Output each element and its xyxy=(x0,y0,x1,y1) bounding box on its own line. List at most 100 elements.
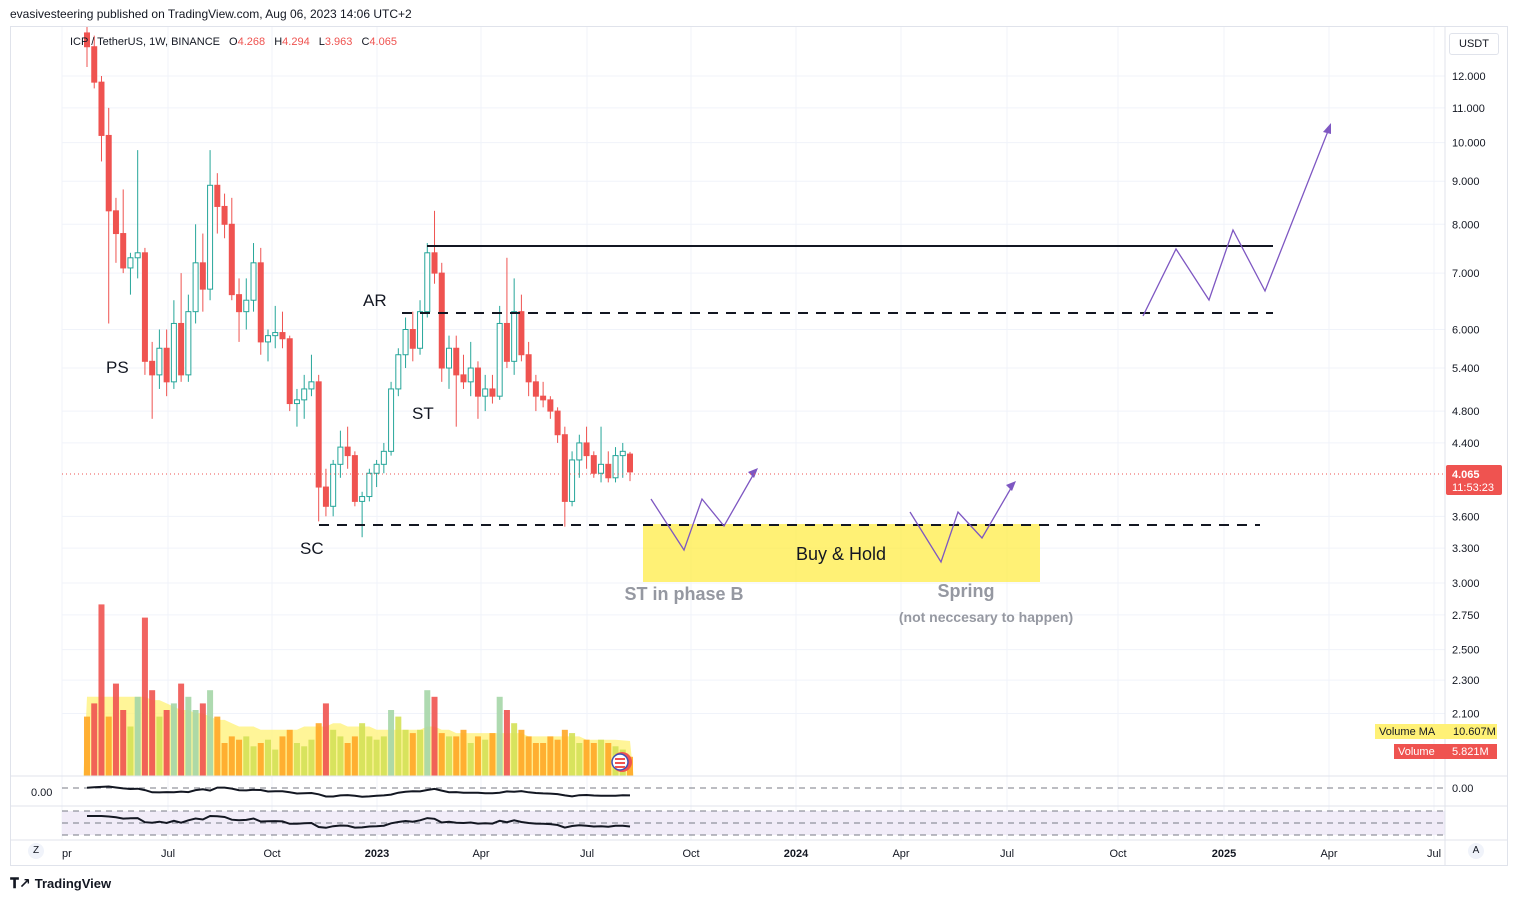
volume-bar xyxy=(417,729,424,776)
candle-body xyxy=(627,453,633,473)
candle-body xyxy=(199,262,206,290)
price-axis[interactable]: 12.000 11.000 10.000 9.000 8.000 7.000 6.000 5.… xyxy=(1452,71,1486,720)
time-tick-label: Apr xyxy=(1320,848,1337,860)
price-tick-label: 4.800 xyxy=(1452,406,1480,418)
candle-body xyxy=(402,329,409,356)
volume-bar xyxy=(402,729,409,776)
candle-body xyxy=(105,134,112,212)
oscillator2-line xyxy=(87,814,631,829)
candle-body xyxy=(511,311,518,362)
price-tick-label: 8.000 xyxy=(1452,219,1480,231)
candle-body xyxy=(308,381,315,390)
volume-bar xyxy=(532,743,539,776)
volume-bar xyxy=(134,696,141,776)
candle-body xyxy=(460,374,467,383)
time-tick-label: Jul xyxy=(1427,848,1441,860)
candle-body xyxy=(359,496,366,502)
volume-ma-fill xyxy=(83,696,634,776)
candle-body xyxy=(438,272,445,369)
projection-path-breakout[interactable] xyxy=(1142,125,1331,317)
tradingview-logo[interactable]: 𝐓↗ TradingView xyxy=(10,875,111,892)
volume-ma-badge: Volume MA 10.607M xyxy=(1375,724,1497,739)
volume-bar xyxy=(540,743,547,776)
volume-bar xyxy=(503,710,510,776)
volume-bar xyxy=(105,716,112,776)
time-tick-label: 2025 xyxy=(1212,848,1236,860)
volume-bar xyxy=(482,739,489,776)
volume-bar xyxy=(265,739,271,776)
volume-bar xyxy=(424,690,431,776)
candle-body xyxy=(257,262,264,343)
us-event-icon[interactable] xyxy=(611,752,632,772)
candle-body xyxy=(156,347,163,376)
volume-bar xyxy=(467,743,474,776)
volume-bar xyxy=(308,739,315,776)
candle-body xyxy=(525,354,532,383)
price-tick-label: 2.300 xyxy=(1452,675,1480,687)
zoom-button[interactable]: Z xyxy=(28,843,44,859)
candle-body xyxy=(214,184,221,207)
candle-body xyxy=(467,367,474,383)
volume-bar xyxy=(228,736,235,776)
time-axis[interactable]: pr Jul Oct 2023 Apr Jul Oct 2024 Apr Jul Oct 2025 Ap… xyxy=(62,848,1441,860)
currency-button[interactable]: USDT xyxy=(1449,33,1499,55)
time-tick-label: Oct xyxy=(263,848,280,860)
volume-bar xyxy=(583,739,590,776)
price-tick-label: 3.000 xyxy=(1452,578,1480,590)
projection-path-spring[interactable] xyxy=(909,482,1015,564)
candle-body xyxy=(424,252,431,313)
candle-body xyxy=(185,311,192,376)
candle-body xyxy=(279,332,286,340)
projection-path-st[interactable] xyxy=(650,469,757,552)
candles xyxy=(84,27,633,538)
price-tick-label: 6.000 xyxy=(1452,325,1480,337)
publish-info: evasivesteering published on TradingView… xyxy=(10,7,412,21)
candle-body xyxy=(236,294,243,313)
candle-body xyxy=(540,395,547,401)
candle-body xyxy=(373,463,380,474)
volume-bar xyxy=(511,723,518,776)
candle-body xyxy=(561,434,568,502)
volume-bar xyxy=(431,696,438,776)
svg-text:Volume MA: Volume MA xyxy=(1379,726,1436,738)
volume-bar xyxy=(453,736,460,776)
volume-bar xyxy=(192,710,199,776)
candle-body xyxy=(286,338,293,405)
candle-body xyxy=(221,205,228,225)
projection-arrow-st xyxy=(748,468,758,478)
volume-bar xyxy=(569,733,576,776)
volume-bar xyxy=(272,749,279,776)
volume-bar xyxy=(438,733,445,776)
candle-body xyxy=(250,262,257,301)
volume-bar xyxy=(460,729,467,776)
candle-body xyxy=(409,329,416,349)
time-tick-label: Jul xyxy=(161,848,175,860)
price-tick-label: 12.000 xyxy=(1452,71,1486,83)
volume-bar xyxy=(590,743,597,776)
volume-bar xyxy=(120,710,127,776)
volume-bar xyxy=(301,746,308,776)
volume-bar xyxy=(561,729,568,776)
candle-body xyxy=(605,463,612,479)
volume-bar xyxy=(91,703,98,776)
candle-body xyxy=(388,388,395,452)
candle-body xyxy=(518,311,525,356)
volume-bar xyxy=(322,703,329,776)
candle-body xyxy=(583,442,590,457)
candle-body xyxy=(344,446,351,457)
price-tick-label: 3.300 xyxy=(1452,543,1480,555)
time-tick-label: Jul xyxy=(1000,848,1014,860)
volume-bar xyxy=(351,736,358,776)
candle-body xyxy=(576,442,583,461)
candle-body xyxy=(482,388,489,397)
volume-badge: Volume 5.821M xyxy=(1394,744,1497,759)
auto-scale-button[interactable]: A xyxy=(1468,843,1484,859)
candle-body xyxy=(337,446,344,465)
volume-bar xyxy=(279,736,286,776)
volume-bar xyxy=(388,710,395,776)
volume-bar xyxy=(243,736,250,776)
time-tick-label: Oct xyxy=(1109,848,1126,860)
label-sc: SC xyxy=(300,539,324,558)
volume-bar xyxy=(598,739,605,776)
